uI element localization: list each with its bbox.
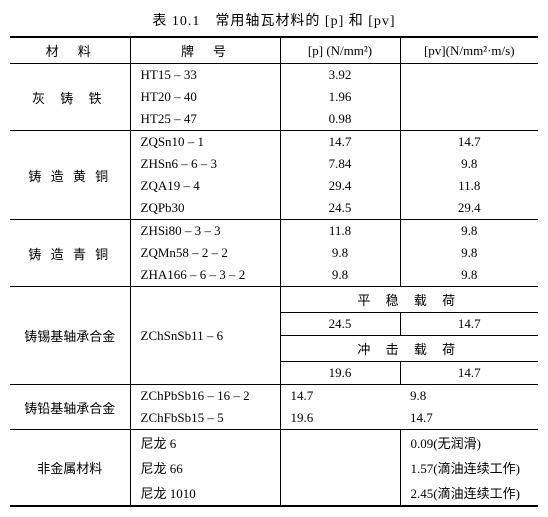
- p-cell: 11.8: [280, 220, 400, 243]
- col-material: 材 料: [10, 37, 130, 64]
- grade-cell: HT15 – 33: [130, 64, 280, 87]
- grade-cell: ZQMn58 – 2 – 2: [130, 242, 280, 264]
- grade-cell: ZHSi80 – 3 – 3: [130, 220, 280, 243]
- grade-cell: ZChSnSb11 – 6: [130, 287, 280, 385]
- pv-cell: 0.09(无润滑): [400, 430, 538, 456]
- grade-cell: HT20 – 40: [130, 86, 280, 108]
- pv-cell: 9.8: [400, 264, 538, 287]
- grade-cell: 尼龙 1010: [130, 480, 280, 506]
- grade-cell: 尼龙 66: [130, 455, 280, 480]
- pv-cell: [400, 108, 538, 131]
- grade-cell: ZQPb30: [130, 197, 280, 220]
- p-cell: 7.84: [280, 153, 400, 175]
- p-cell: 14.7: [280, 131, 400, 154]
- material-cell: 铸锡基轴承合金: [10, 287, 130, 385]
- p-cell: 14.7: [280, 385, 400, 408]
- p-cell: [280, 480, 400, 506]
- pv-cell: 2.45(滴油连续工作): [400, 480, 538, 506]
- table-row: 铸 造 青 铜 ZHSi80 – 3 – 3 11.8 9.8: [10, 220, 538, 243]
- grade-cell: ZQA19 – 4: [130, 175, 280, 197]
- material-cell: 铸 造 黄 铜: [10, 131, 130, 220]
- material-cell: 非金属材料: [10, 430, 130, 507]
- p-cell: 24.5: [280, 197, 400, 220]
- material-cell: 铸铅基轴承合金: [10, 385, 130, 430]
- col-pv: [pv](N/mm²·m/s): [400, 37, 538, 64]
- material-cell: 铸 造 青 铜: [10, 220, 130, 287]
- grade-cell: ZQSn10 – 1: [130, 131, 280, 154]
- pv-cell: 14.7: [400, 362, 538, 385]
- col-grade: 牌 号: [130, 37, 280, 64]
- col-p: [p] (N/mm²): [280, 37, 400, 64]
- p-cell: 29.4: [280, 175, 400, 197]
- grade-cell: ZChFbSb15 – 5: [130, 407, 280, 430]
- pv-cell: 9.8: [400, 385, 538, 408]
- p-cell: 24.5: [280, 313, 400, 336]
- p-cell: 9.8: [280, 264, 400, 287]
- p-cell: 19.6: [280, 362, 400, 385]
- p-cell: 1.96: [280, 86, 400, 108]
- material-cell: 灰 铸 铁: [10, 64, 130, 131]
- p-cell: 19.6: [280, 407, 400, 430]
- pv-cell: 11.8: [400, 175, 538, 197]
- table-row: 铸 造 黄 铜 ZQSn10 – 1 14.7 14.7: [10, 131, 538, 154]
- grade-cell: 尼龙 6: [130, 430, 280, 456]
- load-type-label: 平 稳 载 荷: [280, 287, 538, 313]
- table-row: 铸锡基轴承合金 ZChSnSb11 – 6 平 稳 载 荷: [10, 287, 538, 313]
- pv-cell: [400, 86, 538, 108]
- table-caption: 表 10.1 常用轴瓦材料的 [p] 和 [pv]: [10, 10, 538, 30]
- pv-cell: 29.4: [400, 197, 538, 220]
- header-row: 材 料 牌 号 [p] (N/mm²) [pv](N/mm²·m/s): [10, 37, 538, 64]
- pv-cell: 14.7: [400, 407, 538, 430]
- table-row: 铸铅基轴承合金 ZChPbSb16 – 16 – 2 14.7 9.8: [10, 385, 538, 408]
- pv-cell: [400, 64, 538, 87]
- pv-cell: 14.7: [400, 313, 538, 336]
- pv-cell: 1.57(滴油连续工作): [400, 455, 538, 480]
- pv-cell: 14.7: [400, 131, 538, 154]
- table-row: 非金属材料 尼龙 6 0.09(无润滑): [10, 430, 538, 456]
- table-container: 表 10.1 常用轴瓦材料的 [p] 和 [pv] 材 料 牌 号 [p] (N…: [10, 10, 538, 507]
- table-row: 灰 铸 铁 HT15 – 33 3.92: [10, 64, 538, 87]
- p-cell: 0.98: [280, 108, 400, 131]
- p-cell: 9.8: [280, 242, 400, 264]
- p-cell: 3.92: [280, 64, 400, 87]
- p-cell: [280, 430, 400, 456]
- pv-cell: 9.8: [400, 153, 538, 175]
- pv-cell: 9.8: [400, 220, 538, 243]
- data-table: 材 料 牌 号 [p] (N/mm²) [pv](N/mm²·m/s) 灰 铸 …: [10, 36, 538, 507]
- pv-cell: 9.8: [400, 242, 538, 264]
- grade-cell: ZHA166 – 6 – 3 – 2: [130, 264, 280, 287]
- load-type-label: 冲 击 载 荷: [280, 336, 538, 362]
- grade-cell: ZHSn6 – 6 – 3: [130, 153, 280, 175]
- grade-cell: HT25 – 47: [130, 108, 280, 131]
- grade-cell: ZChPbSb16 – 16 – 2: [130, 385, 280, 408]
- p-cell: [280, 455, 400, 480]
